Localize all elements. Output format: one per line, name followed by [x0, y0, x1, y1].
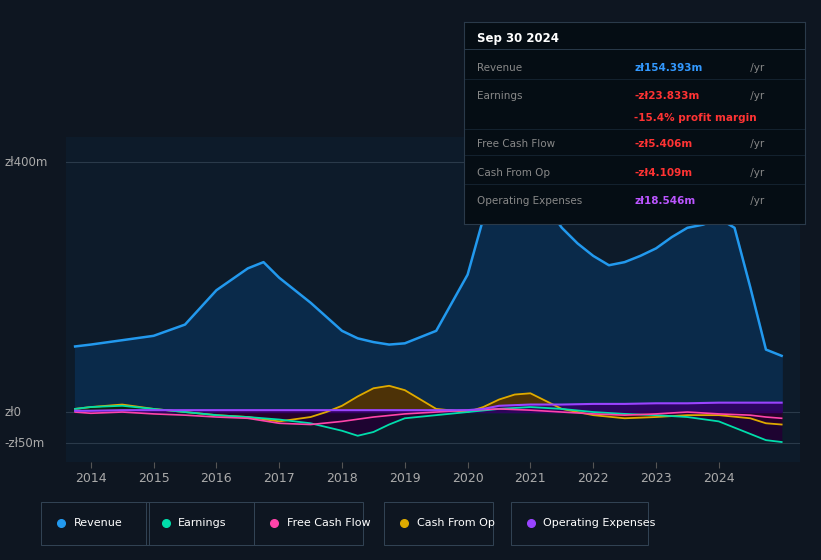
Text: /yr: /yr — [746, 63, 764, 73]
Text: Revenue: Revenue — [478, 63, 523, 73]
Text: Cash From Op: Cash From Op — [417, 517, 494, 528]
Text: /yr: /yr — [746, 139, 764, 150]
Text: -15.4% profit margin: -15.4% profit margin — [635, 113, 757, 123]
Text: Operating Expenses: Operating Expenses — [544, 517, 655, 528]
Text: Earnings: Earnings — [478, 91, 523, 101]
Text: Free Cash Flow: Free Cash Flow — [287, 517, 370, 528]
Text: Earnings: Earnings — [178, 517, 227, 528]
Text: /yr: /yr — [746, 91, 764, 101]
Text: Revenue: Revenue — [74, 517, 122, 528]
Text: /yr: /yr — [746, 196, 764, 206]
Text: -zł4.109m: -zł4.109m — [635, 167, 692, 178]
Text: Operating Expenses: Operating Expenses — [478, 196, 583, 206]
Text: -zł23.833m: -zł23.833m — [635, 91, 699, 101]
Text: -zł5.406m: -zł5.406m — [635, 139, 692, 150]
Text: -zł50m: -zł50m — [4, 437, 44, 450]
Text: Cash From Op: Cash From Op — [478, 167, 551, 178]
Text: Free Cash Flow: Free Cash Flow — [478, 139, 556, 150]
Text: Sep 30 2024: Sep 30 2024 — [478, 32, 559, 45]
Text: zł0: zł0 — [4, 405, 21, 418]
Text: zł18.546m: zł18.546m — [635, 196, 695, 206]
Text: zł400m: zł400m — [4, 156, 48, 169]
Text: /yr: /yr — [746, 167, 764, 178]
Text: zł154.393m: zł154.393m — [635, 63, 703, 73]
